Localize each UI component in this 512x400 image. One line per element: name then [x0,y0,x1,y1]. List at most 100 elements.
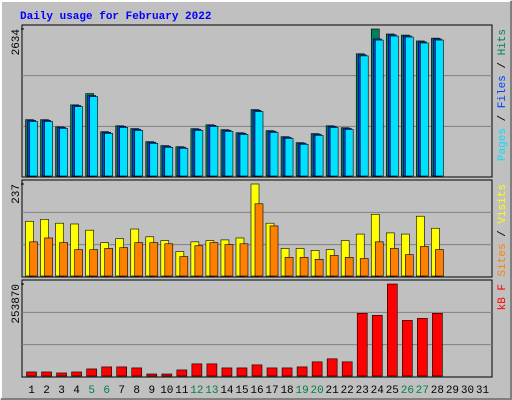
bar [254,203,264,277]
x-tick-label: 3 [58,385,65,397]
bar [59,242,68,277]
bar [164,147,174,177]
bar [299,257,309,277]
bar [326,358,338,377]
bar [29,121,38,177]
bar [281,367,293,377]
bar [344,257,354,277]
bar [101,366,112,377]
legend-separator: / [497,224,509,244]
x-tick-label: 8 [133,385,140,397]
bar [314,259,324,277]
bar [74,249,83,277]
bar [405,254,414,277]
legend: Pages / Files / Hits [497,29,509,161]
x-tick-label: 26 [401,385,414,397]
x-tick-label: 13 [205,385,218,397]
legend: Sites / Visits [497,184,509,276]
bar [71,371,82,377]
legend-separator: / [497,55,509,75]
bar [417,318,428,377]
bar [131,367,143,377]
bar [435,249,444,277]
x-tick-label: 15 [235,385,248,397]
bar [251,364,263,377]
x-tick-label: 17 [265,385,278,397]
x-tick-label: 21 [326,385,340,397]
x-tick-label: 4 [73,385,80,397]
chart-title: Daily usage for February 2022 [20,11,211,23]
legend-entry: Sites [497,243,509,276]
bar [239,243,249,277]
bar [284,257,294,277]
x-tick-label: 25 [386,385,399,397]
bar [344,129,354,177]
bar [74,106,83,177]
bar [389,35,399,177]
legend-entry: kB F [497,284,509,310]
x-tick-label: 31 [476,385,490,397]
bar [389,248,399,277]
bar [224,131,234,177]
bar [41,371,52,377]
bar [164,243,174,277]
bar [269,225,279,277]
bar [146,373,158,377]
legend-separator: / [497,108,509,128]
x-tick-label: 1 [28,385,35,397]
x-tick-label: 11 [175,385,189,397]
x-tick-label: 28 [431,385,444,397]
bar [341,361,353,377]
bar [356,313,368,377]
bar [402,320,413,377]
bar [26,371,37,377]
bar [44,121,53,177]
bar [194,245,204,277]
bar [296,366,308,377]
x-tick-label: 12 [190,385,203,397]
bar [405,36,414,177]
bar [179,148,189,177]
bar [176,369,188,377]
bar [314,135,324,177]
bar [239,134,249,177]
bar [374,241,384,277]
bar [284,138,294,177]
x-tick-label: 20 [311,385,324,397]
bar [89,249,98,277]
x-tick-label: 27 [416,385,429,397]
bar [359,55,369,177]
bar [104,248,113,277]
bar [44,237,53,277]
bar [371,315,383,377]
bar [269,132,279,177]
x-tick-label: 18 [280,385,293,397]
bar [266,367,278,377]
bar [209,242,219,277]
bar [29,241,38,277]
bar [432,313,443,377]
legend-entry: Pages [497,128,509,161]
x-tick-label: 29 [446,385,459,397]
bar [134,242,144,277]
x-tick-label: 6 [103,385,110,397]
bar [299,144,309,177]
bar [209,126,219,177]
bar [104,133,113,177]
bar [134,130,144,177]
bar [386,283,398,377]
legend: kB F [497,284,509,310]
x-tick-label: 30 [461,385,474,397]
bar [86,368,97,377]
x-tick-label: 19 [295,385,308,397]
x-tick-label: 23 [356,385,369,397]
bar [420,42,429,177]
bar [179,256,189,277]
bar [374,39,384,177]
y-tick-label: 2634 [11,29,23,56]
x-tick-label: 2 [43,385,50,397]
bar [161,373,173,377]
